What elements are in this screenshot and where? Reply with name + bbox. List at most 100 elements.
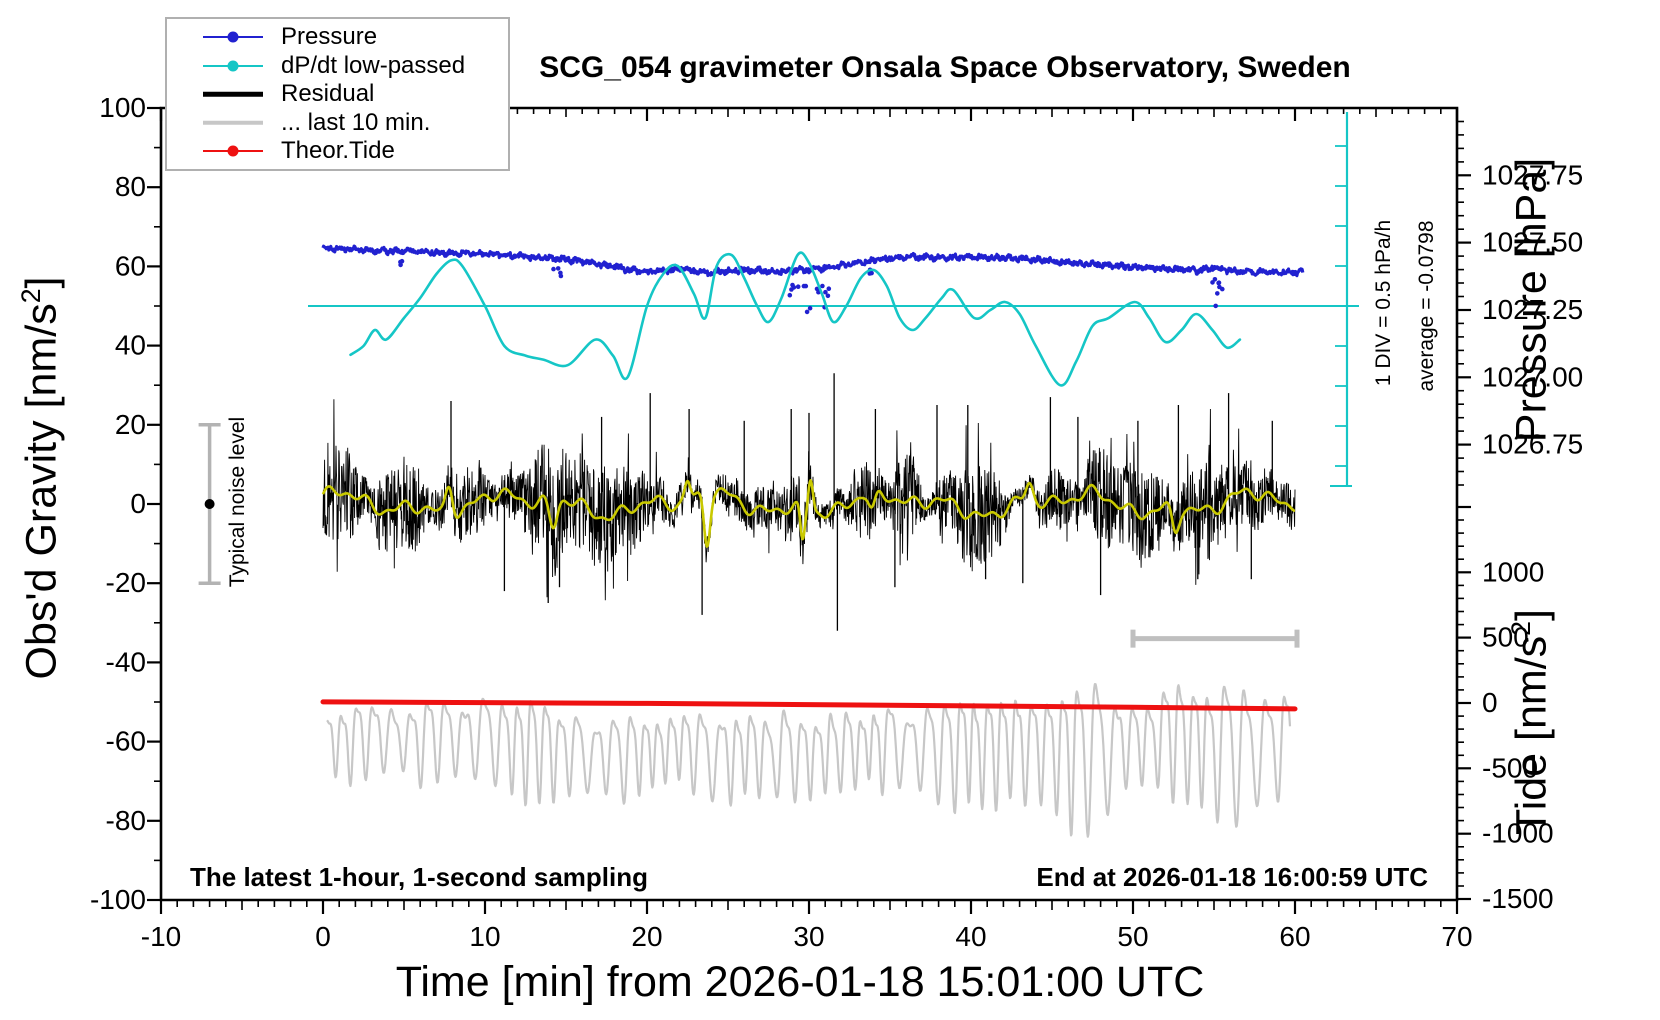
- tide-axis-label-sup: 2: [1506, 620, 1537, 636]
- tide-tick-label: 1000: [1482, 556, 1544, 587]
- gravity-tick-label: 40: [115, 330, 146, 361]
- typical-noise-marker: [198, 423, 221, 585]
- plot-shape: [399, 258, 405, 264]
- residual-line-icon: [203, 88, 263, 101]
- plot-shape: [826, 286, 832, 292]
- gravity-axis-label-sup: 2: [16, 288, 47, 304]
- tide-tick-label: 0: [1482, 687, 1498, 718]
- plot-shape: [825, 293, 831, 299]
- typical-noise-level-label: Typical noise level: [226, 416, 249, 588]
- plot-shape: [320, 699, 1298, 712]
- x-tick-label: 60: [1279, 921, 1310, 952]
- plot-shape: [1212, 277, 1218, 282]
- plot-shape: [807, 305, 813, 311]
- plot-shape: [823, 289, 828, 295]
- dpdt-reference-and-scalebar: [308, 112, 1359, 487]
- plot-shape: [398, 262, 403, 268]
- gravity-tick-label: 20: [115, 409, 146, 440]
- tide-axis-label-close: ]: [1507, 609, 1556, 621]
- gravity-axis-label: Obs'd Gravity [nm/s2]: [16, 276, 67, 680]
- div-scale-annotation: 1 DIV = 0.5 hPa/h: [1372, 219, 1395, 387]
- x-tick-label: 40: [955, 921, 986, 952]
- pressure-tick-label: 1027.75: [1482, 159, 1583, 190]
- plot-shape: [551, 266, 556, 272]
- pressure-tick-label: 1026.75: [1482, 429, 1583, 460]
- gravity-tick-label: -60: [106, 726, 146, 757]
- gravity-tick-label: -80: [106, 805, 146, 836]
- plot-shape: [1210, 280, 1215, 285]
- gravity-tick-label: -100: [90, 884, 146, 915]
- legend-row-last10: ... last 10 min.: [167, 109, 508, 136]
- x-tick-label: -10: [141, 921, 181, 952]
- last10-window-bar: [1130, 629, 1300, 648]
- tide-tick-label: -1000: [1482, 818, 1554, 849]
- plot-shape: [326, 683, 1292, 838]
- plot-shape: [1215, 291, 1220, 296]
- plot-shape: [1220, 286, 1225, 292]
- chart-title: SCG_054 gravimeter Onsala Space Observat…: [539, 51, 1351, 84]
- x-tick-label: 10: [469, 921, 500, 952]
- plot-shape: [867, 271, 872, 276]
- theor-tide-curve: [320, 699, 1298, 712]
- pressure-tick-label: 1027.50: [1482, 227, 1583, 258]
- theor-tide-line-dot-icon: [203, 145, 263, 158]
- legend-label: ... last 10 min.: [281, 108, 431, 136]
- plot-shape: [555, 266, 561, 271]
- dpdt-curve: [349, 251, 1242, 387]
- sampling-note: The latest 1-hour, 1-second sampling: [190, 862, 648, 892]
- gravity-axis-label-close: ]: [17, 276, 66, 289]
- plot-shape: [1213, 303, 1218, 309]
- legend-label: Pressure: [281, 23, 378, 50]
- tide-axis-label-text: Tide [nm/s: [1507, 635, 1556, 835]
- x-tick-label: 20: [631, 921, 662, 952]
- x-tick-label: 30: [793, 921, 824, 952]
- end-time-note: End at 2026-01-18 16:00:59 UTC: [1036, 862, 1428, 892]
- plot-shape: [349, 251, 1242, 387]
- dpdt-line-dot-icon: [203, 59, 263, 72]
- plot-shape: [804, 309, 810, 315]
- legend-row-residual: Residual: [167, 80, 508, 108]
- tide-tick-label: 500: [1482, 622, 1529, 653]
- last10-line-icon: [203, 116, 263, 129]
- pressure-tick-label: 1027.25: [1482, 294, 1583, 325]
- plot-shape: [204, 499, 215, 509]
- plot-shape: [789, 287, 794, 292]
- plot-shape: [787, 292, 793, 298]
- gravity-tick-label: 0: [130, 488, 146, 519]
- legend-label: Theor.Tide: [281, 137, 395, 164]
- tick-labels: -10 0 10 20 30 40 50 60 70100806040200-20-40-60-…: [90, 92, 1583, 952]
- legend-row-pressure: Pressure: [167, 23, 508, 51]
- tide-tick-label: -500: [1482, 752, 1538, 783]
- plot-shape: [1216, 280, 1222, 286]
- gravity-tick-label: -40: [106, 646, 146, 677]
- plot-shape: [321, 479, 1296, 548]
- average-annotation: average = -0.0798: [1415, 220, 1438, 392]
- pressure-line-dot-icon: [203, 31, 263, 44]
- residual-curve: [321, 373, 1296, 631]
- tide-tick-label: -1500: [1482, 883, 1554, 914]
- x-tick-label: 70: [1441, 921, 1472, 952]
- pressure-axis-label: Pressure [hPa]: [1507, 157, 1556, 443]
- legend-box: Pressure dP/dt low-passed Residual ... l…: [165, 17, 510, 171]
- gravity-axis-label-text: Obs'd Gravity [nm/s: [17, 303, 66, 680]
- legend-label: Residual: [281, 80, 375, 107]
- x-axis-label: Time [min] from 2026-01-18 15:01:00 UTC: [395, 958, 1205, 1006]
- gravity-tick-label: 80: [115, 171, 146, 202]
- tide-axis-label: Tide [nm/s2]: [1506, 609, 1557, 835]
- gravity-tick-label: 100: [99, 92, 146, 123]
- legend-row-theor-tide: Theor.Tide: [167, 137, 508, 165]
- plot-shape: [803, 283, 809, 289]
- plot-shape: [558, 270, 563, 276]
- gravity-tick-label: -20: [106, 567, 146, 598]
- x-tick-label: 50: [1117, 921, 1148, 952]
- legend-row-dpdt: dP/dt low-passed: [167, 52, 508, 79]
- plot-shape: [795, 284, 801, 290]
- last10-residual-curve: [326, 683, 1292, 838]
- pressure-tick-label: 1027.00: [1482, 361, 1583, 392]
- gravity-tick-label: 60: [115, 250, 146, 281]
- legend-label: dP/dt low-passed: [281, 51, 466, 79]
- plot-shape: [820, 283, 825, 289]
- x-tick-label: 0: [315, 921, 331, 952]
